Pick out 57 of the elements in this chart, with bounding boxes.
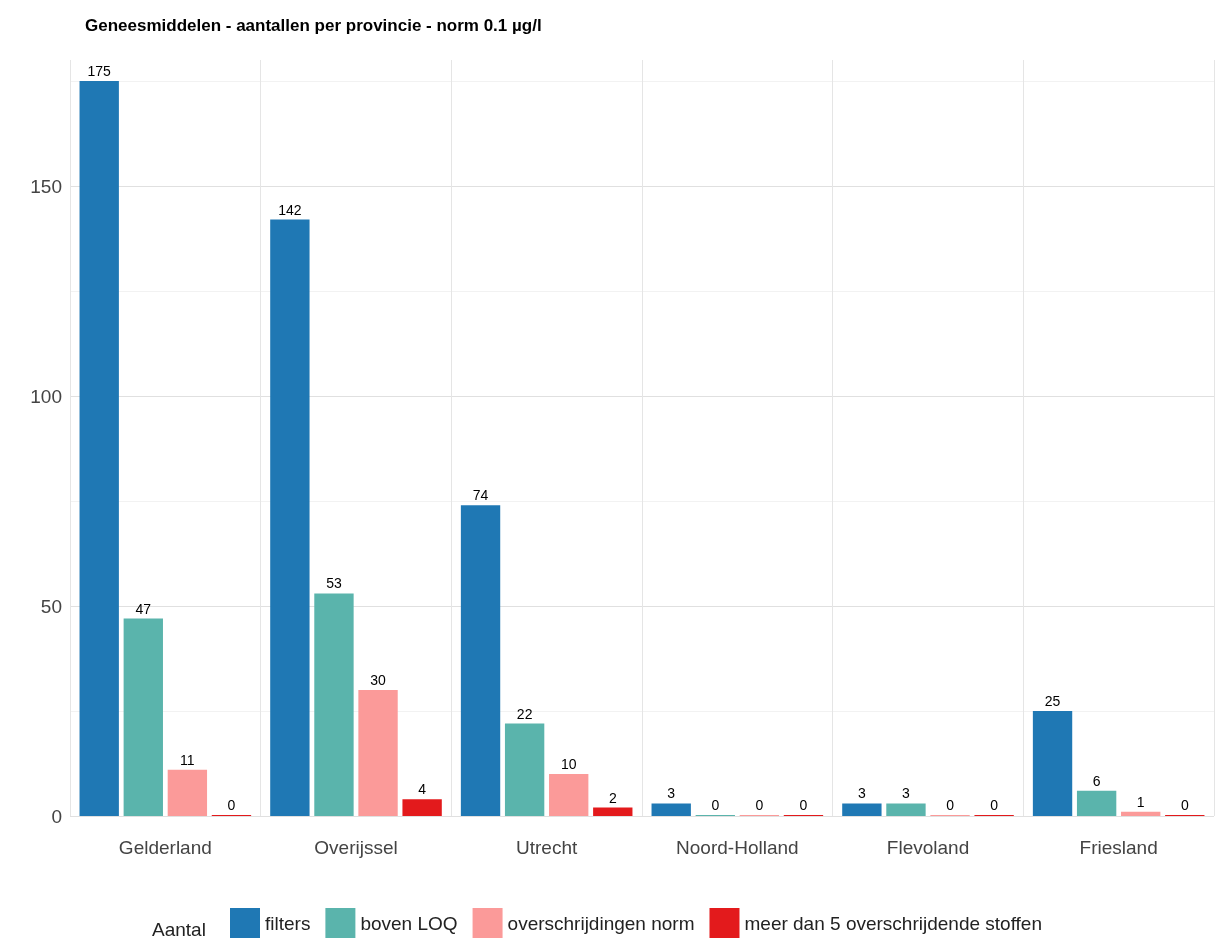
- bar: [651, 803, 691, 816]
- data-label: 0: [227, 797, 236, 813]
- data-label: 25: [1044, 693, 1061, 709]
- data-label: 4: [418, 781, 427, 798]
- data-label: 3: [857, 785, 866, 802]
- data-label: 11: [180, 751, 195, 768]
- data-label: 0: [1180, 797, 1189, 813]
- data-label: 74: [472, 487, 489, 504]
- bar: [886, 803, 926, 816]
- data-label: 3: [902, 785, 911, 802]
- y-tick-label: 50: [40, 595, 62, 617]
- x-tick-label: Flevoland: [886, 837, 970, 858]
- data-label: 0: [711, 797, 720, 813]
- data-label: 2: [608, 789, 617, 806]
- bar: [167, 769, 208, 816]
- bar: [460, 505, 501, 816]
- data-label: 3: [667, 785, 676, 802]
- bar: [549, 774, 589, 816]
- data-label: 30: [370, 672, 387, 688]
- x-tick-label: Overijssel: [314, 837, 398, 858]
- x-tick-label: Gelderland: [118, 837, 212, 858]
- data-label: 142: [278, 201, 302, 218]
- data-label: 0: [755, 797, 764, 813]
- bar: [123, 618, 163, 816]
- bar: [358, 690, 398, 816]
- data-label: 6: [1092, 772, 1101, 789]
- y-tick-label: 100: [30, 385, 62, 407]
- data-label: 175: [87, 63, 112, 79]
- bar: [1076, 790, 1117, 816]
- bar: [270, 219, 310, 816]
- bar: [842, 803, 882, 816]
- bar: [1121, 811, 1161, 816]
- bar: [593, 807, 633, 816]
- legend-label: filters: [265, 912, 311, 934]
- bar: [79, 81, 119, 816]
- data-label: 0: [990, 797, 999, 813]
- chart-title: Geneesmiddelen - aantallen per provincie - norm 0.1 µg/l: [85, 16, 542, 35]
- x-tick-label: Noord-Holland: [676, 837, 799, 858]
- data-label: 0: [946, 797, 955, 813]
- legend-label: meer dan 5 overschrijdende stoffen: [744, 912, 1042, 934]
- legend-label: overschrijdingen norm: [507, 912, 695, 934]
- data-label: 10: [560, 756, 577, 772]
- data-label: 22: [516, 705, 533, 722]
- bar: [504, 723, 545, 816]
- y-tick-label: 150: [30, 175, 62, 197]
- bar: [314, 593, 354, 816]
- data-label: 47: [135, 600, 152, 617]
- y-tick-label: 0: [51, 805, 62, 827]
- legend-label: boven LOQ: [360, 912, 458, 934]
- data-label: 1: [1136, 793, 1145, 810]
- data-label: 0: [799, 797, 808, 813]
- x-tick-label: Utrecht: [516, 837, 578, 858]
- legend-title: Aantal: [152, 919, 206, 940]
- data-label: 53: [326, 575, 342, 592]
- bar: [1032, 711, 1073, 816]
- bar: [402, 799, 442, 816]
- x-tick-label: Friesland: [1079, 837, 1158, 858]
